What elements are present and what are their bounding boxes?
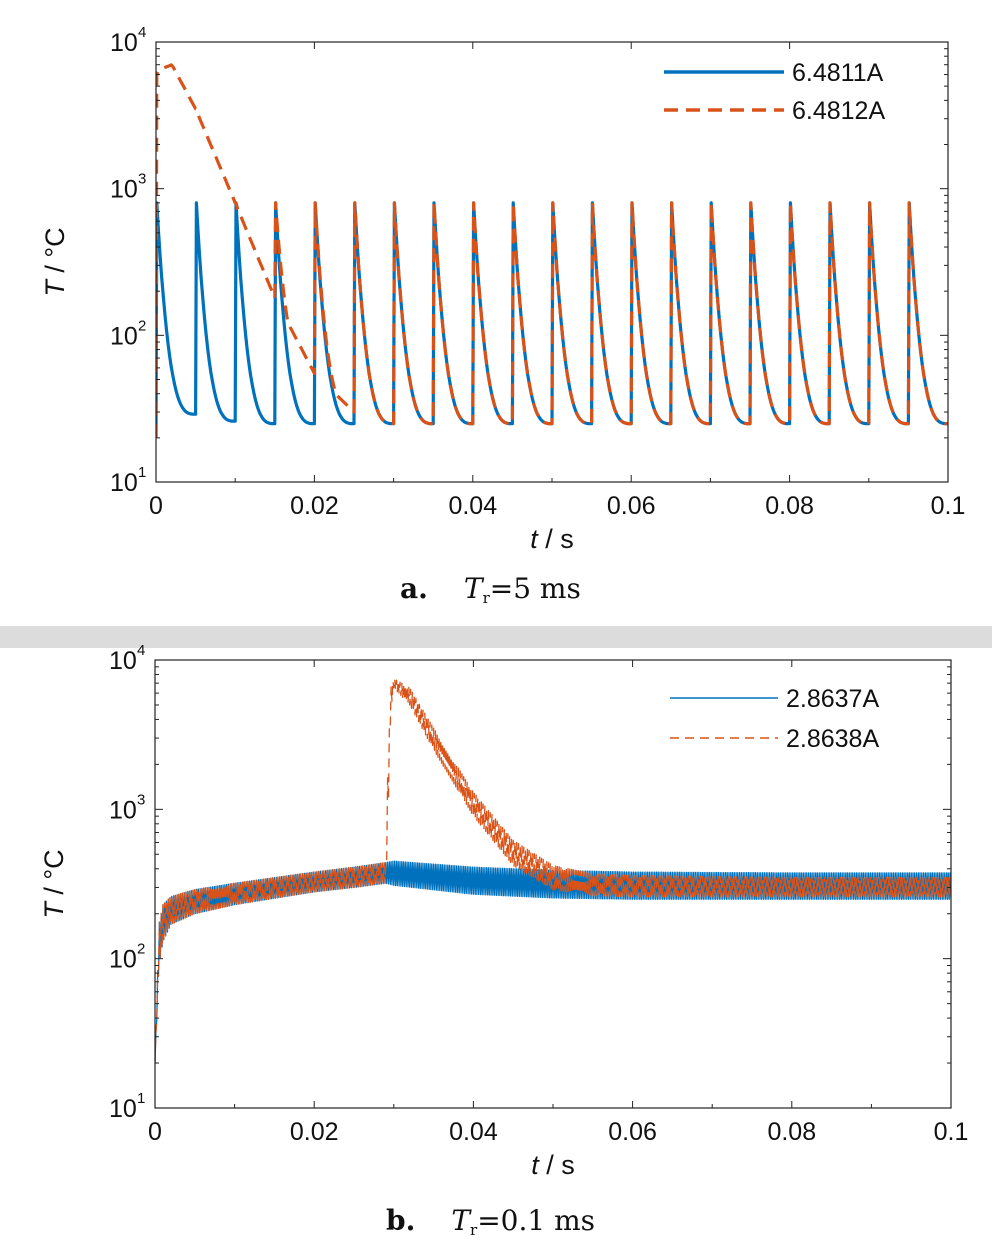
chart-a-xtick-label: 0.02: [290, 492, 339, 520]
chart-a-xtick-label: 0.1: [931, 492, 966, 520]
chart-a-ytick-label: 10: [110, 176, 138, 204]
chart-b-legend-label-2: 2.8638A: [786, 725, 879, 753]
chart-a-series-6-4812a: [156, 63, 948, 438]
chart-a-ytick-label: 10: [110, 29, 138, 57]
chart-a-ytick-label: 10: [110, 322, 138, 350]
chart-a-ytick-exponent: 4: [138, 24, 146, 41]
chart-b-ytick-label: 10: [109, 946, 137, 974]
chart-a-xtick-label: 0.06: [607, 492, 656, 520]
caption-b-var: T: [451, 1204, 471, 1237]
chart-b-x-axis-unit: / s: [539, 1150, 575, 1180]
caption-b: b. Tr=0.1 ms: [386, 1204, 595, 1239]
chart-a-ytick-exponent: 3: [138, 171, 146, 188]
chart-b-y-axis-unit: / °C: [39, 849, 69, 902]
chart-a-ytick-exponent: 1: [138, 464, 146, 481]
caption-a-sub: r: [482, 589, 490, 607]
caption-b-sub: r: [470, 1221, 478, 1239]
chart-b-y-axis-label: T / °C: [39, 849, 69, 918]
chart-a-xtick-label: 0.04: [448, 492, 497, 520]
chart-a-y-axis-unit: / °C: [40, 227, 70, 280]
chart-b-xtick-label: 0.02: [290, 1118, 339, 1146]
chart-a-y-axis-label: T / °C: [40, 227, 70, 296]
chart-b-ytick-label: 10: [109, 1095, 137, 1123]
chart-b-ytick-label: 10: [109, 796, 137, 824]
chart-a-xtick-label: 0.08: [765, 492, 814, 520]
chart-b-y-axis-var: T: [39, 900, 69, 919]
chart-b-ytick-exponent: 1: [137, 1090, 145, 1107]
caption-b-rest: =0.1 ms: [477, 1204, 595, 1237]
chart-a-legend-label-1: 6.4811A: [792, 59, 884, 87]
chart-b-ytick-exponent: 4: [137, 642, 145, 659]
chart-a-ytick-label: 10: [110, 469, 138, 497]
caption-a: a. Tr=5 ms: [400, 572, 581, 607]
chart-a-y-axis-var: T: [40, 278, 70, 297]
chart-b-xtick-label: 0.04: [449, 1118, 498, 1146]
chart-a-ytick-exponent: 2: [138, 317, 146, 334]
chart-b-ytick-exponent: 2: [137, 941, 145, 958]
chart-a-x-axis-var: t: [530, 524, 539, 554]
chart-a-xtick-label: 0: [149, 492, 163, 520]
chart-b-xtick-label: 0.08: [767, 1118, 816, 1146]
chart-b-xtick-label: 0: [148, 1118, 162, 1146]
chart-b-series-2-8638a: [155, 678, 951, 1064]
chart-b-ytick-exponent: 3: [137, 791, 145, 808]
caption-a-rest: =5 ms: [489, 572, 581, 605]
caption-a-label: a.: [400, 572, 428, 605]
chart-b-xtick-label: 0.1: [934, 1118, 969, 1146]
caption-b-label: b.: [386, 1204, 416, 1237]
chart-b-ytick-label: 10: [109, 647, 137, 675]
panel-separator: [0, 626, 992, 648]
chart-b-data-layer: [155, 678, 951, 1064]
chart-a-legend-label-2: 6.4812A: [792, 97, 885, 125]
chart-b-x-axis-label: t / s: [531, 1150, 575, 1180]
chart-b-legend-label-1: 2.8637A: [786, 685, 879, 713]
chart-b-x-axis-var: t: [531, 1150, 540, 1180]
chart-a-data-layer: [156, 63, 948, 438]
chart-b-xtick-label: 0.06: [608, 1118, 657, 1146]
caption-a-var: T: [463, 572, 483, 605]
chart-a-x-axis-label: t / s: [530, 524, 574, 554]
chart-a-x-axis-unit: / s: [538, 524, 574, 554]
